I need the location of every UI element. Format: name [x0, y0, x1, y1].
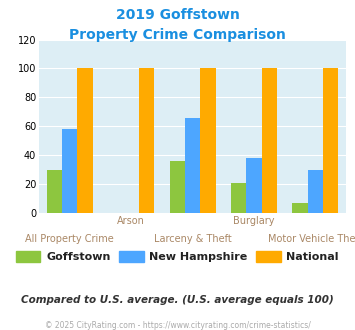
Text: Compared to U.S. average. (U.S. average equals 100): Compared to U.S. average. (U.S. average …: [21, 295, 334, 305]
Bar: [200, 69, 215, 213]
Bar: [139, 69, 154, 213]
Bar: [308, 170, 323, 213]
Bar: [262, 69, 277, 213]
Bar: [77, 69, 93, 213]
Bar: [170, 161, 185, 213]
Text: Burglary: Burglary: [233, 216, 275, 226]
Bar: [47, 170, 62, 213]
Bar: [246, 158, 262, 213]
Text: 2019 Goffstown: 2019 Goffstown: [116, 8, 239, 22]
Text: Motor Vehicle Theft: Motor Vehicle Theft: [268, 234, 355, 244]
Legend: Goffstown, New Hampshire, National: Goffstown, New Hampshire, National: [12, 247, 343, 267]
Text: All Property Crime: All Property Crime: [26, 234, 114, 244]
Bar: [323, 69, 338, 213]
Text: Arson: Arson: [117, 216, 145, 226]
Text: Larceny & Theft: Larceny & Theft: [154, 234, 231, 244]
Bar: [293, 203, 308, 213]
Bar: [62, 129, 77, 213]
Text: © 2025 CityRating.com - https://www.cityrating.com/crime-statistics/: © 2025 CityRating.com - https://www.city…: [45, 321, 310, 330]
Bar: [231, 182, 246, 213]
Bar: [185, 117, 200, 213]
Text: Property Crime Comparison: Property Crime Comparison: [69, 28, 286, 42]
